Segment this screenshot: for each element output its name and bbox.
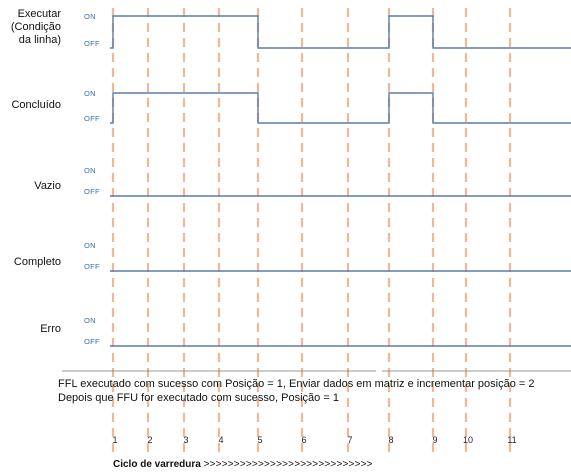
scan-tick-3: 3 [183,435,188,445]
scan-tick-1: 1 [112,435,117,445]
signal-label-vazio: Vazio [34,180,61,192]
off-level-label: OFF [84,187,100,196]
scan-cycle-footer: Ciclo de varredura >>>>>>>>>>>>>>>>>>>>>… [113,459,373,470]
signal-concluido: Concluído ON OFF [11,89,571,124]
scan-tick-10: 10 [463,435,473,445]
off-level-label: OFF [84,114,100,123]
scan-cycle-arrows: >>>>>>>>>>>>>>>>>>>>>>>>>>>> [203,459,373,470]
signal-erro: Erro ON OFF [40,316,571,347]
scan-tick-5: 5 [257,435,262,445]
note-ffl: FFL executado com sucesso com Posição = … [58,378,535,390]
scan-tick-9: 9 [432,435,437,445]
signal-completo: Completo ON OFF [14,241,571,272]
off-level-label: OFF [84,39,100,48]
waveform-executar [110,15,571,49]
signal-label-erro: Erro [40,323,61,335]
scan-cycle-label: Ciclo de varredura [113,459,201,470]
scan-tick-4: 4 [218,435,223,445]
scan-tick-2: 2 [147,435,152,445]
off-level-label: OFF [84,262,100,271]
signal-label-executar: Executar [18,8,62,20]
on-level-label: ON [84,241,96,250]
signal-vazio: Vazio ON OFF [34,166,571,197]
on-level-label: ON [84,89,96,98]
off-level-label: OFF [84,337,100,346]
on-level-label: ON [84,166,96,175]
note-ffu: Depois que FFU for executado com sucesso… [58,392,339,404]
signal-label-executar: (Condição [11,21,61,33]
scan-tick-6: 6 [301,435,306,445]
on-level-label: ON [84,316,96,325]
scan-tick-7: 7 [347,435,352,445]
scan-tick-8: 8 [388,435,393,445]
signal-label-concluido: Concluído [11,99,61,111]
signal-label-executar: da linha) [19,34,61,46]
scan-tick-11: 11 [507,435,516,445]
on-level-label: ON [84,12,96,21]
scan-cycle-tick-labels: 1 2 3 4 5 6 7 8 9 10 11 [112,435,516,445]
waveform-concluido [110,92,571,124]
signal-label-completo: Completo [14,256,61,268]
